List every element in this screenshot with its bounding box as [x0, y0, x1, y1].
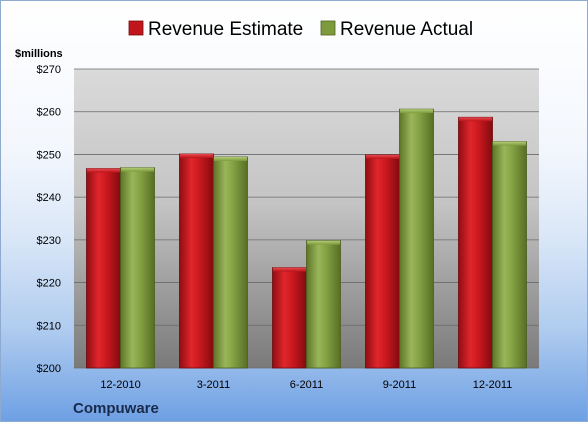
bar-estimate-top: [180, 154, 213, 159]
bar-actual: [213, 156, 248, 369]
bar-actual-top: [214, 156, 247, 161]
y-tick-label: $230: [37, 235, 61, 247]
y-tick-label: $260: [37, 107, 61, 119]
company-name: Compuware: [73, 400, 159, 417]
y-tick-label: $200: [37, 363, 61, 375]
x-tick-label: 6-2011: [290, 379, 323, 391]
bar-estimate: [86, 168, 121, 369]
y-tick-label: $240: [37, 192, 61, 204]
bar-estimate: [365, 154, 400, 369]
y-tick-label: $220: [37, 278, 61, 290]
x-tick-label: 12-2010: [100, 379, 140, 391]
bar-actual-top: [493, 141, 526, 146]
bar-estimate-top: [459, 117, 492, 122]
y-tick-label: $250: [37, 149, 61, 161]
bar-estimate: [179, 153, 214, 369]
y-axis-ticks: $200 $210 $220 $230 $240 $250 $260 $270: [37, 64, 61, 375]
bar-estimate-top: [87, 168, 120, 173]
y-tick-label: $270: [37, 64, 61, 76]
bar-actual-top: [400, 109, 433, 114]
y-axis-unit-label: $millions: [15, 48, 63, 60]
legend: Revenue Estimate Revenue Actual: [128, 19, 473, 40]
bar-actual-top: [121, 167, 154, 172]
bar-actual-top: [307, 240, 340, 245]
bar-estimate: [458, 116, 493, 369]
x-tick-label: 9-2011: [383, 379, 416, 391]
bar-estimate-top: [366, 154, 399, 159]
y-tick-label: $210: [37, 320, 61, 332]
bar-actual: [306, 240, 341, 369]
legend-label-estimate: Revenue Estimate: [148, 19, 303, 40]
bar-estimate: [272, 267, 307, 369]
bars: [86, 108, 527, 369]
legend-swatch-estimate: [128, 20, 144, 36]
x-tick-label: 3-2011: [197, 379, 230, 391]
bar-actual: [120, 167, 155, 369]
bar-estimate-top: [273, 267, 306, 272]
x-tick-label: 12-2011: [473, 379, 513, 391]
legend-swatch-actual: [320, 20, 336, 36]
bar-actual: [399, 108, 434, 369]
legend-label-actual: Revenue Actual: [340, 19, 473, 40]
x-axis-ticks: 12-2010 3-2011 6-2011 9-2011 12-2011: [100, 379, 512, 391]
bar-actual: [492, 141, 527, 369]
